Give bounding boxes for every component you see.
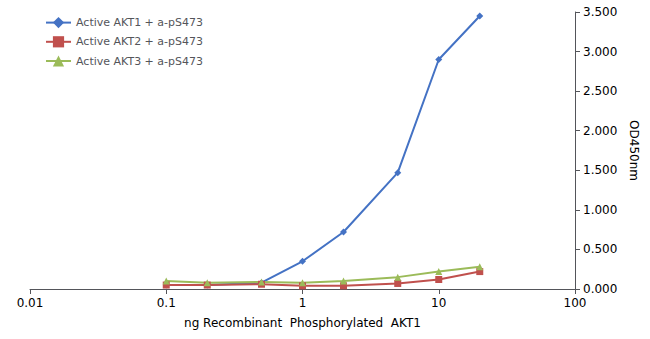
- svg-text:100: 100: [564, 296, 587, 310]
- svg-text:1.000: 1.000: [583, 203, 617, 217]
- svg-text:Active AKT1 + a-pS473: Active AKT1 + a-pS473: [76, 16, 203, 29]
- svg-text:0.500: 0.500: [583, 242, 617, 256]
- svg-text:3.500: 3.500: [583, 5, 617, 19]
- svg-text:Active AKT2 + a-pS473: Active AKT2 + a-pS473: [76, 35, 203, 48]
- svg-text:2.500: 2.500: [583, 84, 617, 98]
- svg-text:1: 1: [299, 296, 307, 310]
- svg-text:3.000: 3.000: [583, 45, 617, 59]
- svg-text:10: 10: [431, 296, 446, 310]
- svg-text:0.000: 0.000: [583, 282, 617, 296]
- svg-text:Active AKT3 + a-pS473: Active AKT3 + a-pS473: [76, 55, 203, 68]
- svg-text:2.000: 2.000: [583, 124, 617, 138]
- svg-text:0.1: 0.1: [157, 296, 176, 310]
- svg-text:OD450nm: OD450nm: [627, 120, 641, 181]
- svg-text:ng Recombinant Phosphorylated: ng Recombinant Phosphorylated AKT1: [184, 316, 421, 330]
- svg-text:1.500: 1.500: [583, 163, 617, 177]
- svg-text:0.01: 0.01: [17, 296, 44, 310]
